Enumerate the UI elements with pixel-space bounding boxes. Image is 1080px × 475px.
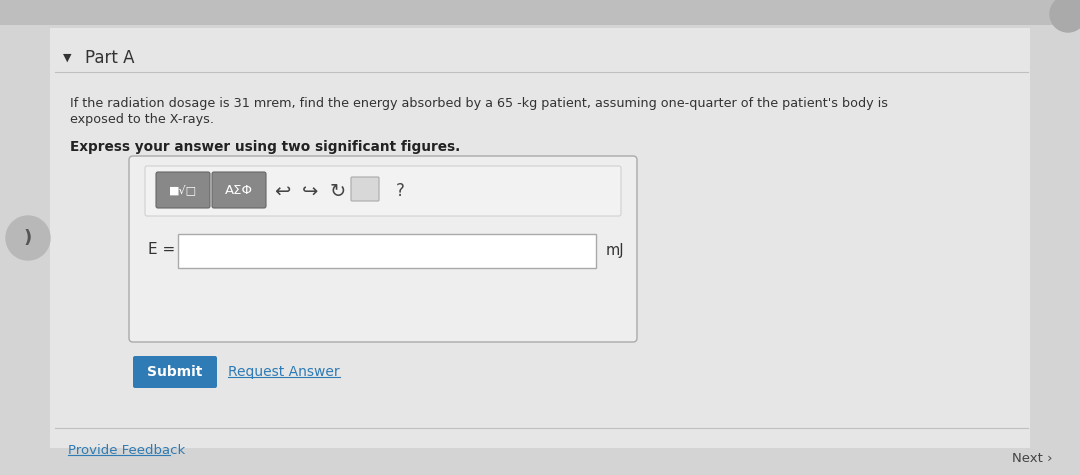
Circle shape	[6, 216, 50, 260]
Text: ↻: ↻	[329, 181, 347, 200]
FancyBboxPatch shape	[156, 172, 210, 208]
FancyBboxPatch shape	[0, 0, 1080, 25]
Text: Next ›: Next ›	[1012, 452, 1053, 465]
FancyBboxPatch shape	[133, 356, 217, 388]
Text: Provide Feedback: Provide Feedback	[68, 444, 186, 456]
Text: Request Answer: Request Answer	[228, 365, 339, 379]
Text: ΑΣΦ: ΑΣΦ	[225, 183, 253, 197]
Text: ): )	[24, 229, 32, 247]
FancyBboxPatch shape	[145, 166, 621, 216]
Text: If the radiation dosage is 31 mrem, find the energy absorbed by a 65 -kg patient: If the radiation dosage is 31 mrem, find…	[70, 96, 888, 110]
FancyBboxPatch shape	[129, 156, 637, 342]
FancyBboxPatch shape	[50, 28, 1030, 448]
Text: ?: ?	[395, 182, 404, 200]
Text: ■√□: ■√□	[168, 185, 197, 195]
Text: Part A: Part A	[85, 49, 135, 67]
Text: mJ: mJ	[606, 244, 624, 258]
Text: Express your answer using two significant figures.: Express your answer using two significan…	[70, 140, 460, 154]
Text: E =: E =	[148, 243, 175, 257]
Text: exposed to the X-rays.: exposed to the X-rays.	[70, 114, 214, 126]
Text: ↪: ↪	[301, 181, 319, 200]
Circle shape	[1050, 0, 1080, 32]
Text: Submit: Submit	[147, 365, 203, 379]
Text: ↩: ↩	[274, 181, 291, 200]
FancyBboxPatch shape	[178, 234, 596, 268]
Text: ▼: ▼	[63, 53, 71, 63]
FancyBboxPatch shape	[351, 177, 379, 201]
FancyBboxPatch shape	[212, 172, 266, 208]
